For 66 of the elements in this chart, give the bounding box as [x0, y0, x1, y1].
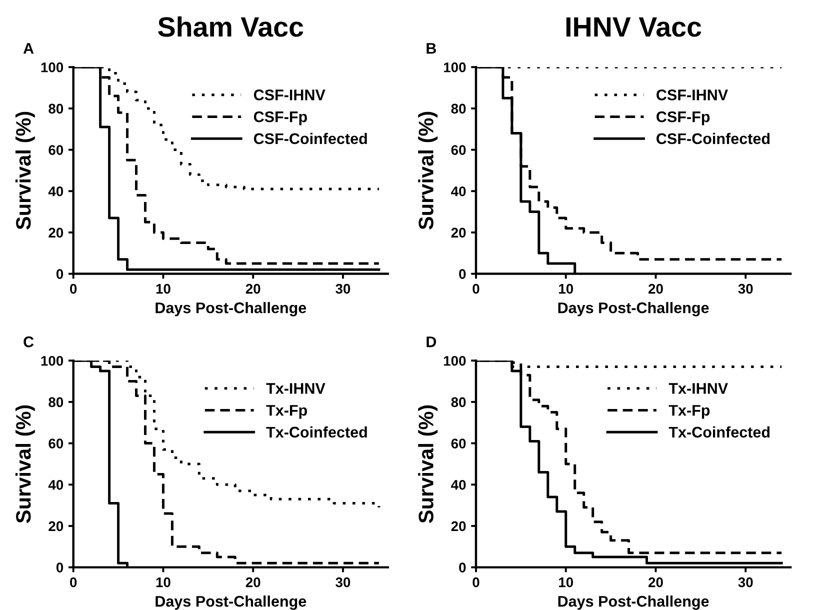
y-tick-label: 60	[48, 438, 64, 448]
y-axis-title: Survival (%)	[15, 405, 35, 523]
legend-label: Tx-IHNV	[668, 383, 728, 394]
y-tick-label: 80	[451, 104, 466, 114]
y-tick-label: 20	[48, 228, 64, 238]
legend-label: Tx-Fp	[266, 405, 307, 419]
y-tick-label: 40	[48, 480, 64, 490]
y-tick-label: 0	[56, 562, 64, 572]
x-tick-label: 20	[648, 577, 663, 588]
x-axis-title: Days Post-Challenge	[156, 596, 306, 610]
y-axis-title: Survival (%)	[418, 112, 438, 230]
y-tick-label: 0	[459, 562, 466, 572]
text: D	[426, 336, 436, 348]
y-tick-label: 100	[41, 62, 64, 72]
x-tick-label: 30	[738, 284, 753, 294]
text: A	[23, 43, 34, 54]
x-tick-label: 30	[336, 284, 350, 294]
y-tick-label: 100	[444, 356, 466, 366]
y-tick-label: 100	[444, 62, 466, 72]
y-tick-label: 0	[459, 269, 466, 279]
x-tick-label: 0	[70, 284, 77, 294]
y-tick-label: 100	[41, 356, 64, 366]
y-axis-title: Survival (%)	[418, 405, 438, 523]
legend-label: Tx-IHNV	[266, 383, 326, 394]
legend-label: Tx-Coinfected	[668, 426, 770, 438]
legend-label: CSF-Coinfected	[656, 132, 770, 144]
x-tick-label: 20	[648, 284, 663, 294]
chart-title: Sham Vacc	[158, 16, 304, 37]
y-tick-label: 20	[48, 521, 64, 532]
text: B	[426, 43, 436, 54]
y-tick-label: 40	[451, 480, 466, 490]
chart-title: IHNV Vacc	[566, 17, 702, 37]
y-tick-label: 0	[56, 269, 64, 279]
x-axis-title: Days Post-Challenge	[156, 302, 306, 316]
y-tick-label: 80	[451, 397, 466, 408]
legend-label: CSF-Fp	[656, 111, 710, 126]
y-tick-label: 20	[451, 521, 466, 532]
legend-label: CSF-Coinfected	[254, 132, 367, 144]
x-tick-label: 20	[246, 577, 260, 588]
x-tick-label: 30	[336, 577, 350, 588]
x-tick-label: 30	[738, 577, 753, 588]
y-axis-title: Survival (%)	[15, 112, 35, 230]
legend-label: Tx-Coinfected	[266, 426, 367, 438]
legend-label: CSF-Fp	[254, 111, 307, 126]
x-tick-label: 0	[70, 577, 77, 588]
text: C	[24, 336, 34, 348]
y-tick-label: 80	[48, 104, 64, 114]
y-tick-label: 60	[451, 438, 466, 448]
y-tick-label: 40	[48, 186, 64, 196]
x-axis-title: Days Post-Challenge	[558, 596, 709, 610]
x-tick-label: 20	[246, 284, 260, 294]
x-tick-label: 0	[472, 577, 480, 588]
y-tick-label: 40	[451, 186, 466, 196]
y-tick-label: 20	[451, 228, 466, 238]
x-tick-label: 10	[156, 284, 170, 294]
y-tick-label: 60	[48, 145, 64, 155]
x-tick-label: 10	[559, 577, 574, 588]
y-tick-label: 80	[48, 397, 64, 408]
x-tick-label: 0	[472, 284, 480, 294]
x-tick-label: 10	[156, 577, 170, 588]
legend-label: CSF-IHNV	[254, 90, 326, 100]
legend-label: Tx-Fp	[668, 405, 710, 419]
legend-label: CSF-IHNV	[656, 90, 728, 100]
y-tick-label: 60	[451, 145, 466, 155]
x-axis-title: Days Post-Challenge	[558, 302, 709, 316]
x-tick-label: 10	[559, 284, 574, 294]
